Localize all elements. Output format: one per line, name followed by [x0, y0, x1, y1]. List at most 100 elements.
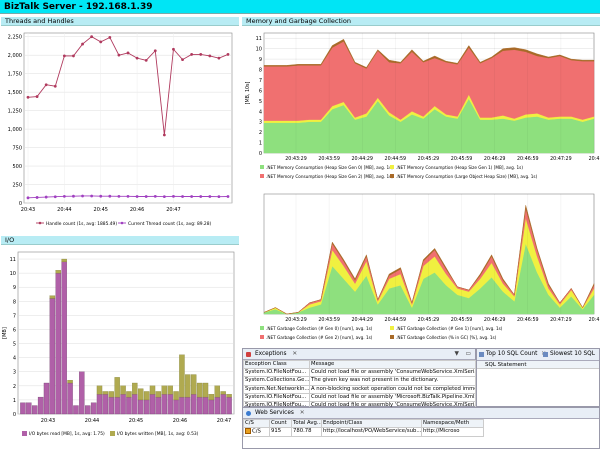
- table-cell: Could not load file or assembly 'Microso…: [309, 392, 476, 402]
- data-point: [217, 56, 221, 60]
- x-tick-label: 20:44: [85, 418, 99, 424]
- bar-written: [173, 391, 179, 401]
- data-point: [72, 54, 75, 58]
- data-point: [199, 53, 203, 56]
- table-cell: http://Microso: [421, 427, 484, 437]
- exception-row[interactable]: System.IO.FileNotFou... Could not load fi…: [243, 392, 476, 402]
- bar-written: [185, 374, 191, 398]
- data-point: [172, 47, 175, 51]
- sql-statement-header: SQL Statement: [485, 362, 527, 368]
- sql-tab-icon: [479, 352, 484, 357]
- legend-label: .NET Garbage Collection (% in GC) [%], a…: [396, 335, 497, 340]
- web-service-row[interactable]: C/S 915 780.78 http://localhost/PO/WebServi…: [243, 427, 484, 437]
- memory-chart: 0 1 2 3 4 5 6 7 8 9 10 11 20:43:29 20:43:59 20:44:29 20…: [245, 32, 599, 179]
- y-tick-label: 4: [13, 356, 16, 362]
- data-point: [190, 53, 194, 56]
- x-tick-label: 20:45:29: [418, 317, 440, 323]
- table-cell: System.IO.FileNotFou...: [243, 392, 310, 402]
- data-point: [190, 195, 194, 198]
- x-tick-label: 20:43:29: [285, 156, 307, 162]
- x-tick-label: 20:43: [21, 207, 35, 213]
- y-tick-label: 8: [259, 68, 262, 74]
- legend-label: I/O bytes read [MB], 1s, avg: 1.75): [29, 431, 105, 437]
- close-icon[interactable]: ✕: [299, 410, 305, 416]
- bar-read: [149, 394, 156, 415]
- tab-exceptions[interactable]: Exceptions ✕ ▼ ▭: [243, 349, 475, 360]
- bar-read: [185, 396, 191, 415]
- exception-row[interactable]: System.IO.FileNotFou... Could not load fi…: [243, 368, 476, 378]
- bar-written: [161, 385, 167, 395]
- bar-read: [167, 394, 173, 415]
- close-icon[interactable]: ✕: [292, 351, 298, 357]
- tab-slowest-sql[interactable]: Slowest 10 SQL: [541, 349, 599, 360]
- x-tick-label: 20:46:29: [484, 317, 506, 323]
- column-header-cs[interactable]: C/S: [243, 418, 270, 429]
- bar-read: [20, 402, 26, 415]
- bar-written: [220, 391, 226, 395]
- data-point: [53, 195, 57, 199]
- data-point: [26, 196, 30, 200]
- legend-swatch: [390, 335, 394, 339]
- table-cell: 915: [269, 427, 292, 437]
- exception-row[interactable]: System.Net.NetworkIn... A non-blocking so…: [243, 384, 476, 394]
- y-tick-label: 3: [13, 370, 16, 376]
- bar-written: [149, 385, 156, 395]
- tab-web-services[interactable]: Web Services ✕: [243, 408, 599, 419]
- legend-label: .NET Garbage Collection (# Gen 0) [num],…: [266, 326, 373, 331]
- y-tick-label: 10: [256, 47, 262, 53]
- tab-top10-sql[interactable]: Top 10 SQL Count ✕: [477, 349, 546, 360]
- bar-read: [161, 394, 167, 415]
- bar-written: [143, 391, 150, 401]
- maximize-icon[interactable]: ▭: [465, 351, 471, 357]
- bar-read: [96, 394, 103, 415]
- exception-row[interactable]: System.Collections.Ge... The given key wa…: [243, 376, 476, 386]
- y-tick-label: 0: [19, 201, 22, 207]
- data-point: [153, 194, 157, 198]
- bar-written: [196, 382, 203, 398]
- x-tick-label: 20:43:59: [318, 156, 340, 162]
- x-tick-label: 20:46: [130, 207, 144, 213]
- window-title: BizTalk Server - 192.168.1.39: [0, 0, 600, 14]
- column-header-exception-class[interactable]: Exception Class: [243, 359, 310, 370]
- cell-text: Could not load file or assembly 'Consume…: [311, 369, 476, 376]
- bar-read: [202, 396, 209, 415]
- table-cell: Could not load file or assembly 'Consume…: [309, 368, 476, 378]
- io-chart: 0 1 2 3 4 5 6 7 8 9 10 11 [MB] 20:43 20:44 20:45 20:46 20…: [2, 251, 235, 437]
- column-header-namespace[interactable]: Namespace/Meth: [421, 418, 484, 429]
- legend-label: .NET Memory Consumption (Heap Size Gen 2…: [266, 174, 393, 179]
- legend-label: I/O bytes written [MB], 1s, avg: 0.53): [117, 431, 199, 437]
- bar-read: [37, 396, 44, 415]
- column-header-count[interactable]: Count: [269, 418, 292, 429]
- y-tick-label: 750: [12, 146, 22, 152]
- y-tick-label: 7: [259, 78, 262, 84]
- bar-read: [67, 382, 73, 415]
- bar-read: [196, 396, 203, 415]
- y-tick-label: 7: [13, 313, 16, 319]
- column-header-endpoint[interactable]: Endpoint/Class: [321, 418, 422, 429]
- legend-label: Current Thread count (1s, avg: 89.28): [128, 221, 212, 227]
- gc-chart: 20:43:29 20:43:59 20:44:29 20:44:59 20:45:29…: [260, 193, 600, 340]
- bar-written: [55, 270, 61, 274]
- bar-read: [73, 405, 79, 415]
- sql-tabbar: Top 10 SQL Count ✕ Slowest 10 SQL: [477, 349, 599, 361]
- bar-read: [108, 396, 114, 415]
- bar-written: [208, 394, 215, 401]
- data-point: [135, 56, 139, 60]
- data-point: [135, 195, 139, 198]
- legend-label: .NET Memory Consumption (Heap Size Gen 1…: [396, 165, 523, 170]
- data-point: [108, 194, 112, 198]
- data-point: [117, 53, 121, 57]
- x-tick-label: 20:43:59: [318, 317, 340, 323]
- table-cell: System.IO.FileNotFou...: [243, 368, 310, 378]
- sql-column-header[interactable]: SQL Statement: [477, 361, 599, 369]
- data-point: [90, 35, 94, 39]
- y-tick-label: 6: [259, 88, 262, 94]
- column-header-message[interactable]: Message: [309, 359, 476, 370]
- bar-written: [120, 385, 126, 395]
- view-menu-icon[interactable]: ▼: [454, 351, 459, 357]
- legend-label: .NET Garbage Collection (# Gen 2) [num],…: [266, 335, 373, 340]
- x-tick-label: 20:44: [57, 207, 71, 213]
- x-tick-label: 20:4: [589, 317, 600, 323]
- bar-read: [179, 396, 185, 415]
- column-header-total-avg[interactable]: Total Avg...: [291, 418, 322, 429]
